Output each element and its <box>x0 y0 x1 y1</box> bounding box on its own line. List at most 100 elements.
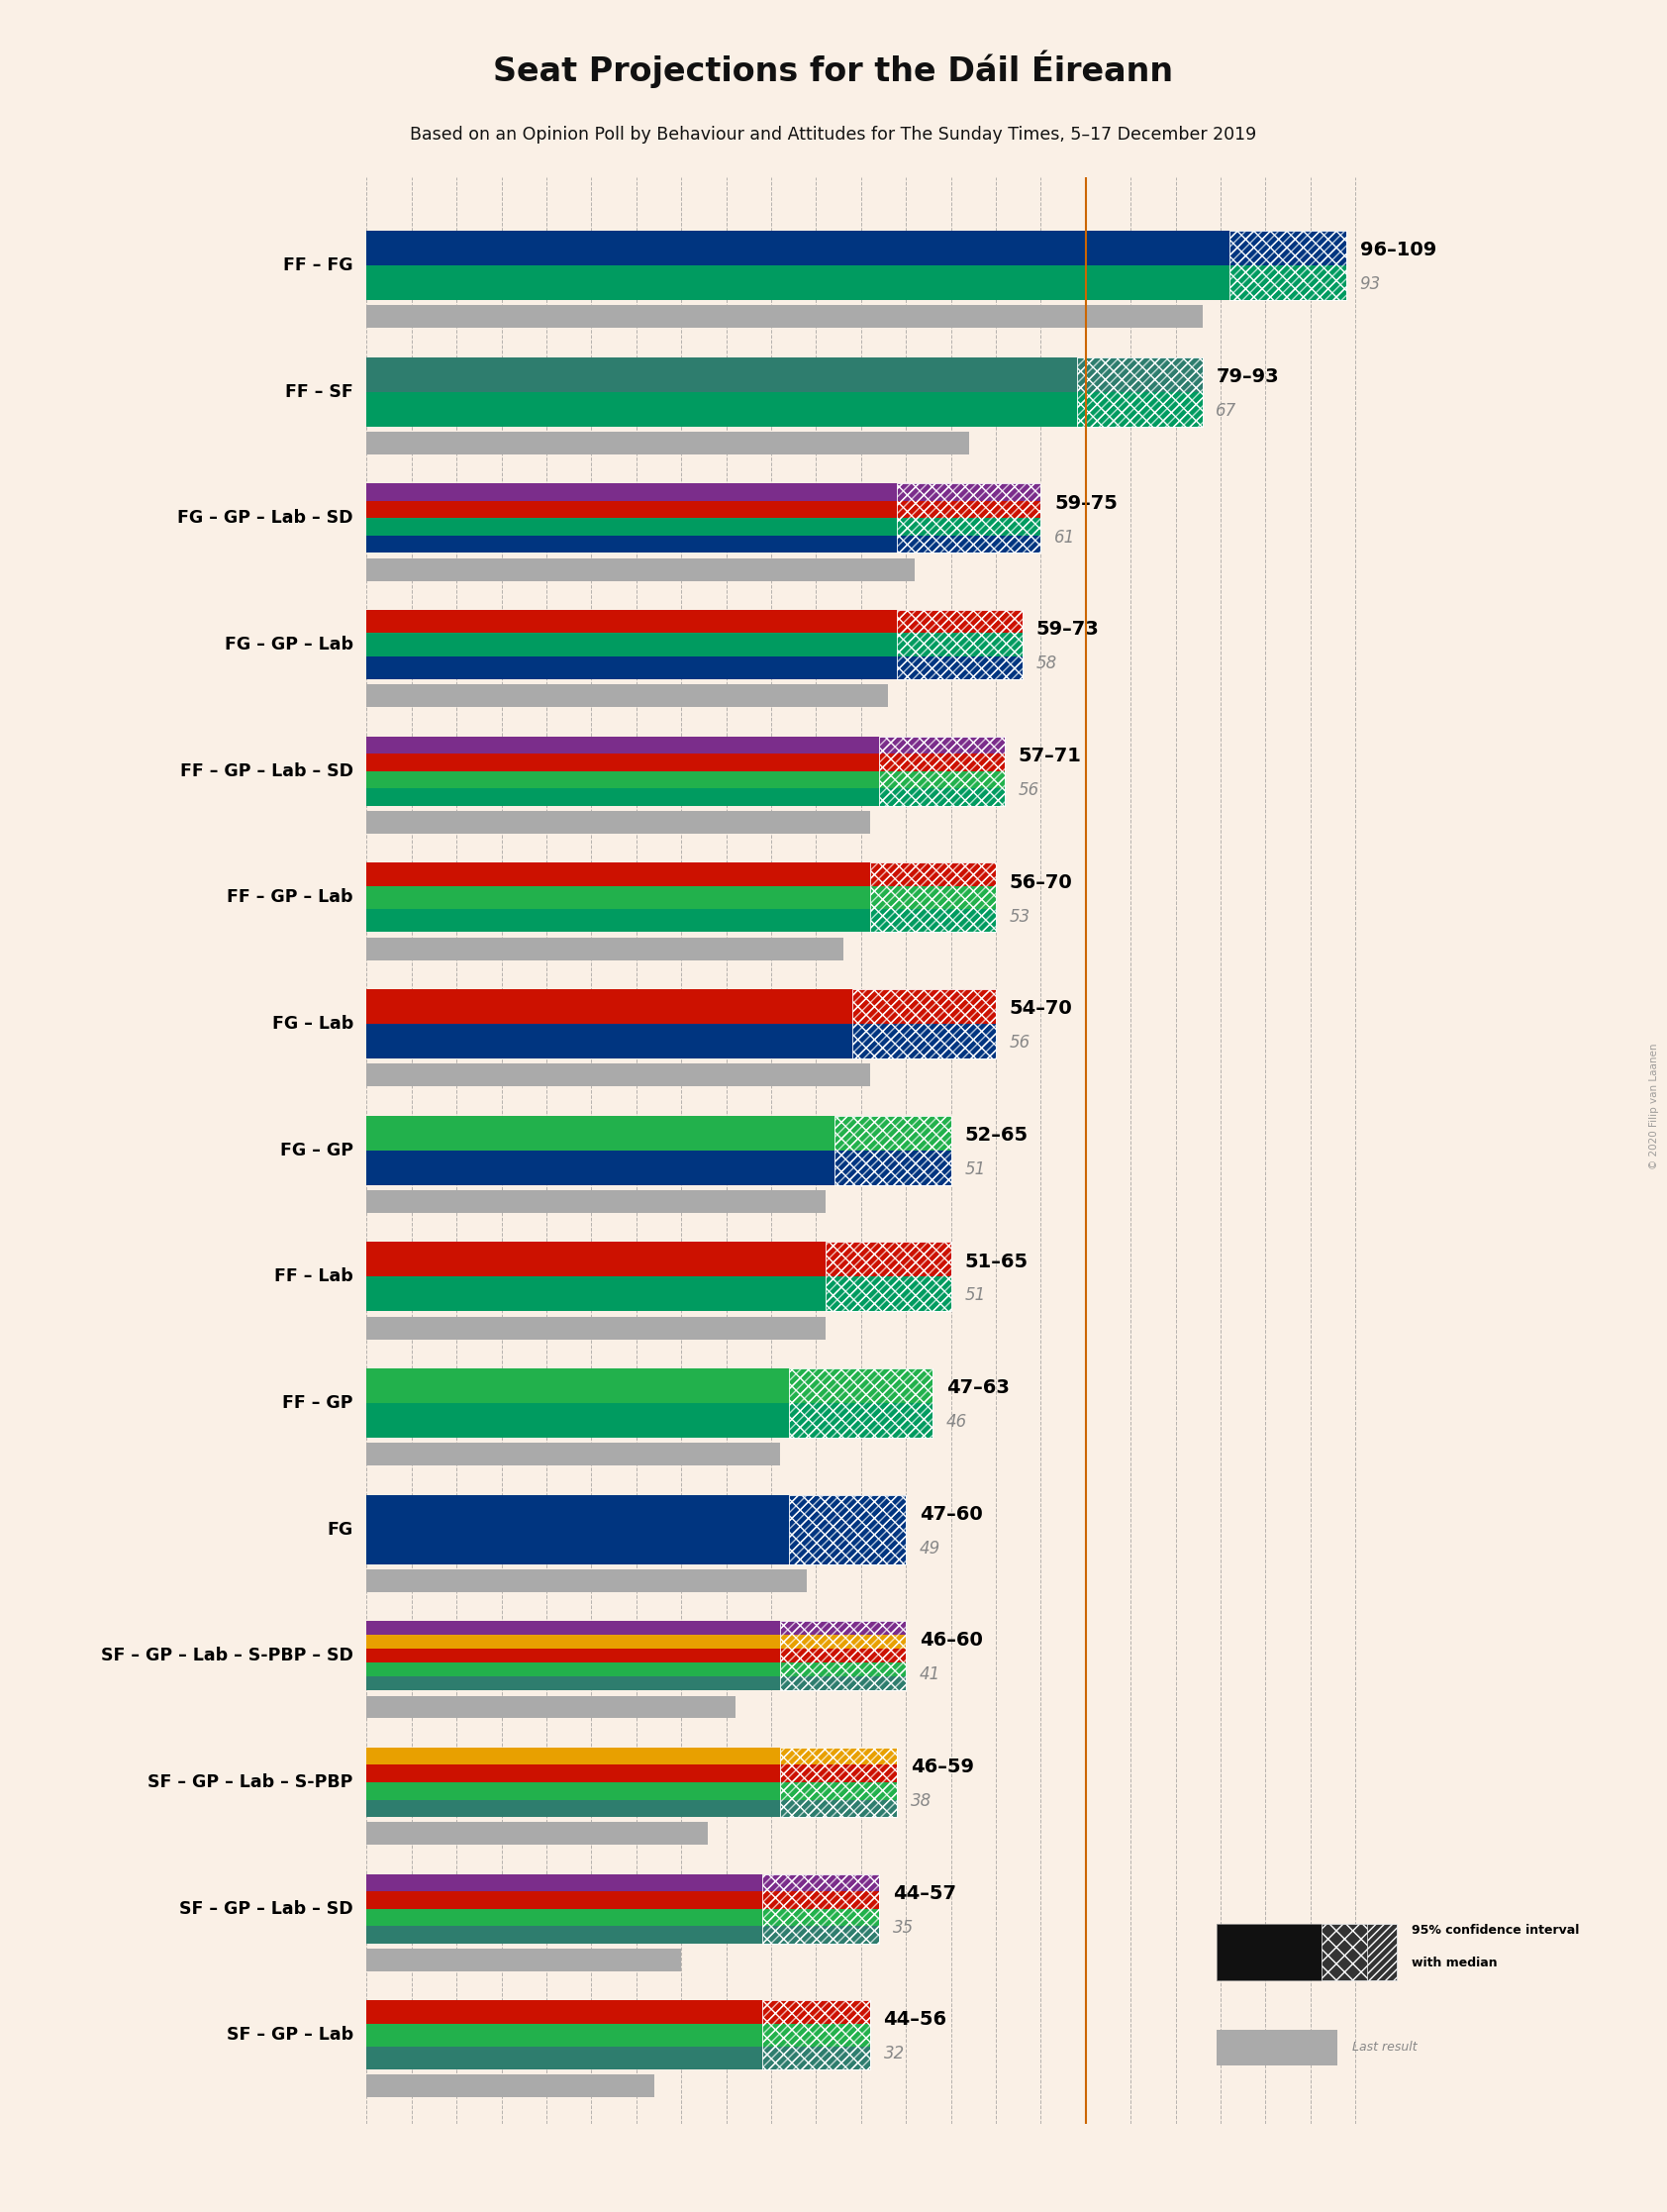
Bar <box>367 1677 780 1690</box>
Bar <box>1077 356 1202 392</box>
Bar <box>367 2000 762 2024</box>
Text: with median: with median <box>1412 1955 1497 1969</box>
Bar <box>367 863 870 885</box>
Bar <box>1077 356 1202 427</box>
Bar <box>367 392 1077 427</box>
Text: FG – GP – Lab: FG – GP – Lab <box>225 635 353 653</box>
Bar <box>870 885 995 909</box>
Bar <box>367 1442 780 1467</box>
Bar <box>897 611 1024 679</box>
Bar <box>762 1927 879 1944</box>
Bar <box>780 1621 905 1635</box>
Text: 54–70: 54–70 <box>1009 1000 1072 1018</box>
Bar <box>367 1801 780 1816</box>
Bar <box>825 1276 950 1312</box>
Bar <box>852 1024 995 1060</box>
Text: 44–56: 44–56 <box>884 2011 947 2028</box>
Bar <box>879 754 1005 772</box>
Text: SF – GP – Lab – SD: SF – GP – Lab – SD <box>180 1900 353 1918</box>
Bar <box>897 633 1024 657</box>
Bar <box>367 484 897 500</box>
Bar <box>1077 356 1202 427</box>
Bar <box>367 909 870 931</box>
Bar <box>367 1648 780 1663</box>
Bar <box>367 1765 780 1783</box>
Bar <box>897 484 1040 553</box>
Bar <box>825 1241 950 1312</box>
Bar <box>367 812 870 834</box>
Bar <box>780 1747 897 1765</box>
Bar <box>367 633 897 657</box>
Bar <box>367 1949 682 1971</box>
Bar <box>367 938 844 960</box>
Bar <box>879 737 1005 754</box>
Bar <box>788 1495 905 1564</box>
Bar <box>367 1024 852 1060</box>
Bar <box>367 2046 762 2070</box>
Bar <box>870 863 995 885</box>
Bar <box>780 1747 897 1816</box>
Bar <box>788 1369 934 1438</box>
Bar <box>780 1801 897 1816</box>
Bar <box>367 557 915 582</box>
Bar <box>780 1635 905 1648</box>
Text: 56: 56 <box>1019 781 1039 799</box>
Bar <box>367 1783 780 1801</box>
Bar <box>367 1369 788 1402</box>
Text: 59–75: 59–75 <box>1054 493 1117 513</box>
Text: 56–70: 56–70 <box>1009 874 1072 891</box>
Bar <box>1217 2031 1337 2066</box>
Bar <box>870 909 995 931</box>
Text: 53: 53 <box>1009 907 1030 925</box>
Text: FF – GP – Lab: FF – GP – Lab <box>227 889 353 907</box>
Bar <box>367 1823 708 1845</box>
Text: 46–59: 46–59 <box>910 1759 974 1776</box>
Bar <box>852 989 995 1060</box>
Bar <box>780 1783 897 1801</box>
Bar <box>852 989 995 1060</box>
Bar <box>367 989 852 1024</box>
Bar <box>367 1874 762 1891</box>
Text: 93: 93 <box>1360 276 1380 294</box>
Bar <box>879 787 1005 805</box>
Bar <box>367 230 1230 265</box>
Bar <box>367 1891 762 1909</box>
Text: 61: 61 <box>1054 529 1075 546</box>
Bar <box>870 863 995 931</box>
Bar <box>788 1402 934 1438</box>
Bar <box>788 1369 934 1438</box>
Text: Seat Projections for the Dáil Éireann: Seat Projections for the Dáil Éireann <box>493 51 1174 88</box>
Bar <box>367 1190 825 1212</box>
Text: 51: 51 <box>965 1161 985 1179</box>
Bar <box>834 1115 950 1150</box>
Bar <box>367 1663 780 1677</box>
Bar <box>834 1115 950 1186</box>
Text: 58: 58 <box>1037 655 1057 672</box>
Text: 47–60: 47–60 <box>920 1504 982 1524</box>
Bar <box>367 1635 780 1648</box>
Text: SF – GP – Lab – S-PBP – SD: SF – GP – Lab – S-PBP – SD <box>102 1648 353 1666</box>
Bar <box>367 737 879 754</box>
Text: 79–93: 79–93 <box>1215 367 1279 387</box>
Bar <box>897 657 1024 679</box>
Bar <box>367 265 1230 301</box>
Bar <box>897 484 1040 500</box>
Bar <box>780 1621 905 1690</box>
Text: FF – FG: FF – FG <box>283 257 353 274</box>
Text: 35: 35 <box>892 1918 914 1936</box>
Text: FF – GP: FF – GP <box>282 1394 353 1411</box>
Bar <box>1230 230 1347 301</box>
Bar <box>367 1241 825 1276</box>
Text: FG – Lab: FG – Lab <box>272 1015 353 1033</box>
Bar <box>367 2024 762 2046</box>
Bar <box>367 657 897 679</box>
Bar <box>367 2075 655 2097</box>
Bar <box>780 1747 897 1816</box>
Bar <box>367 1927 762 1944</box>
Bar <box>825 1241 950 1312</box>
Bar <box>780 1663 905 1677</box>
Bar <box>367 1115 834 1150</box>
Text: FG – GP – Lab – SD: FG – GP – Lab – SD <box>178 509 353 526</box>
Bar <box>780 1621 905 1690</box>
Bar <box>897 535 1040 553</box>
